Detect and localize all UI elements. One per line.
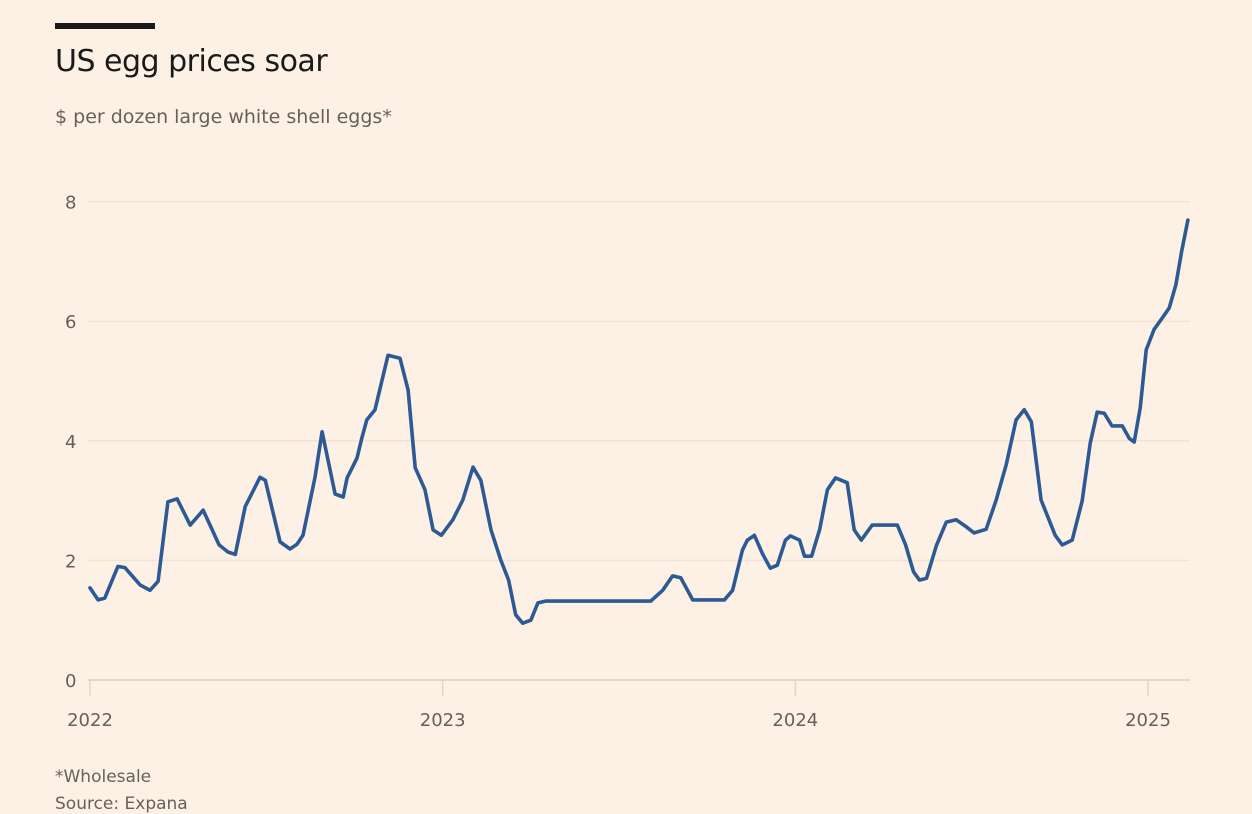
x-tick-label: 2024 bbox=[772, 710, 818, 731]
y-tick-label: 0 bbox=[65, 671, 76, 692]
header-accent-bar bbox=[55, 23, 155, 29]
chart-subtitle: $ per dozen large white shell eggs* bbox=[55, 106, 392, 128]
y-tick-label: 2 bbox=[65, 551, 76, 572]
x-tick-label: 2023 bbox=[420, 710, 466, 731]
x-tick-label: 2022 bbox=[67, 710, 113, 731]
y-tick-label: 6 bbox=[65, 312, 76, 333]
x-tick-label: 2025 bbox=[1125, 710, 1171, 731]
y-axis-ticks: 0 2 4 6 8 bbox=[65, 193, 76, 692]
gridlines bbox=[88, 200, 1190, 681]
source-note: Source: Expana bbox=[55, 794, 188, 814]
series-lines bbox=[88, 218, 1190, 625]
y-tick-label: 4 bbox=[65, 432, 76, 453]
chart-title: US egg prices soar bbox=[55, 44, 328, 79]
footnote: *Wholesale bbox=[55, 767, 152, 787]
x-axis-ticks: 2022 2023 2024 2025 bbox=[67, 680, 1171, 731]
series-line bbox=[88, 218, 1190, 625]
y-tick-label: 8 bbox=[65, 193, 76, 214]
